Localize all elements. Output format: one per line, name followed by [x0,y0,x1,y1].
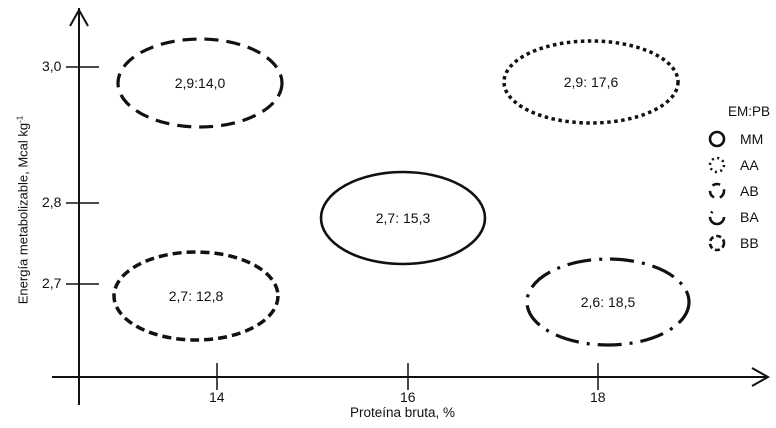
ellipse-bb [112,250,280,342]
x-tick-label: 14 [209,389,225,405]
dotted-circle-icon [708,156,726,174]
legend-item-bb: BB [708,232,759,254]
legend-label: BA [740,209,759,225]
legend-label: BB [740,235,759,251]
legend-label: AB [740,183,759,199]
y-tick-label: 2,8 [42,194,62,210]
legend-item-ba: BA [708,206,759,228]
ellipse-ab [116,37,284,129]
y-axis-label-superscript: -1 [15,115,25,123]
dash-dot-circle-icon [708,208,726,226]
dashed-circle-icon [708,182,726,200]
ellipse-aa [502,39,680,125]
ellipse-label: 2,9:14,0 [174,75,226,91]
ellipse-label: 2,7: 15,3 [375,210,431,226]
x-axis-label: Proteína bruta, % [350,405,456,420]
ellipse-label: 2,9: 17,6 [563,74,619,90]
x-tick-label: 18 [590,389,606,405]
legend-title: EM:PB [728,104,771,119]
ellipse-mm [319,170,487,266]
x-axis-arrow-icon [751,367,771,387]
ellipse-label: 2,6: 18,5 [580,294,636,310]
legend-label: AA [740,157,759,173]
short-dash-circle-icon [708,234,726,252]
solid-circle-icon [708,130,726,148]
legend-label: MM [740,131,764,147]
y-axis-arrow-icon [69,7,89,27]
y-axis-label: Energía metabolizable, Mcal kg-1 [15,116,30,305]
x-tick-label: 16 [400,389,416,405]
legend-item-mm: MM [708,128,763,150]
ellipse-label: 2,7: 12,8 [168,288,224,304]
y-tick-label: 3,0 [42,58,62,74]
legend-item-ab: AB [708,180,759,202]
ellipse-ba [525,257,691,347]
y-tick-label: 2,7 [42,275,62,291]
y-axis-label-text: Energía metabolizable, Mcal kg [15,122,31,305]
legend-item-aa: AA [708,154,759,176]
